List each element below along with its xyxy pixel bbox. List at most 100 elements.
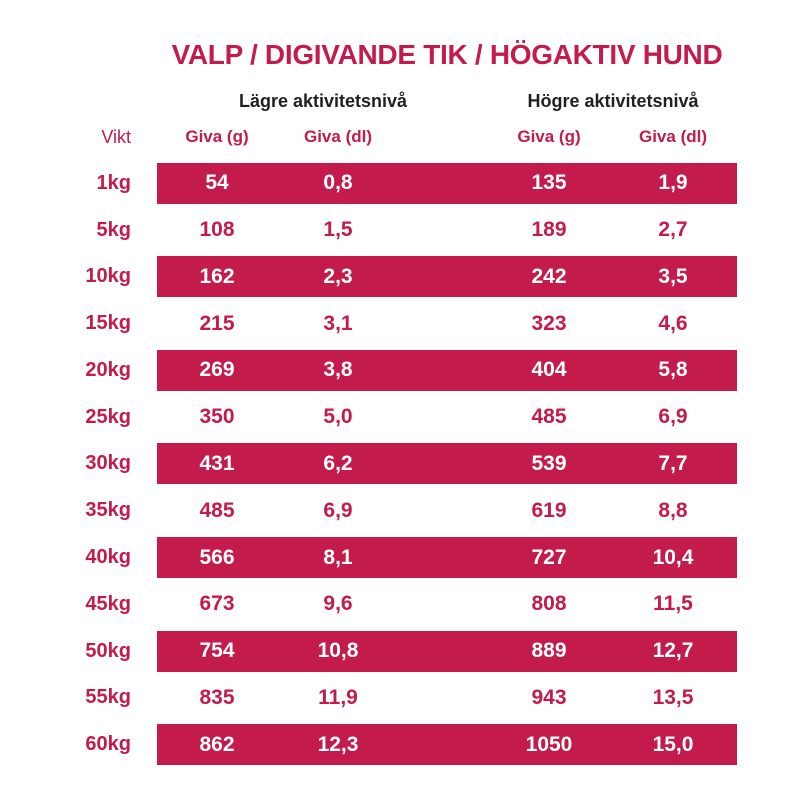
cell-giva-g-higher: 727 (489, 537, 609, 578)
row-weight-label: 45kg (85, 592, 131, 615)
cell-giva-g-lower: 673 (199, 592, 235, 616)
cell-giva-g-higher: 539 (489, 443, 609, 485)
row-weight-label: 25kg (85, 405, 131, 428)
cell-giva-dl-higher: 12,7 (609, 630, 737, 672)
column-header-weight: Vikt (101, 127, 131, 147)
cell-giva-dl-higher: 10,4 (609, 537, 737, 578)
cell-giva-dl-higher: 13,5 (652, 685, 694, 709)
cell-giva-g-lower: 835 (199, 685, 235, 709)
cell-giva-dl-lower: 6,9 (323, 498, 353, 522)
row-weight-label: 1kg (96, 171, 131, 194)
cell-giva-g-higher: 189 (531, 218, 567, 242)
table-row: 10kg 162 2,3 242 3,5 (0, 254, 737, 301)
cell-spacer (399, 349, 489, 391)
cell-spacer (399, 397, 489, 438)
row-weight-label: 40kg (85, 546, 131, 568)
cell-giva-dl-lower: 8,1 (277, 537, 399, 578)
cell-giva-g-lower: 754 (157, 630, 277, 672)
column-header-giva-g-higher: Giva (g) (517, 127, 581, 146)
cell-giva-dl-lower: 11,9 (318, 685, 358, 709)
cell-spacer (399, 162, 489, 204)
cell-giva-dl-lower: 10,8 (277, 630, 399, 672)
cell-giva-g-higher: 323 (531, 311, 567, 335)
group-header-lower-activity: Lägre aktivitetsnivå (238, 91, 408, 111)
table-row: 45kg 673 9,6 808 11,5 (0, 581, 737, 628)
cell-spacer (399, 490, 489, 531)
table-row: 35kg 485 6,9 619 8,8 (0, 487, 737, 534)
cell-giva-dl-lower: 9,6 (323, 592, 353, 616)
table-row: 55kg 835 11,9 943 13,5 (0, 674, 737, 721)
cell-giva-dl-higher: 2,7 (658, 218, 688, 242)
row-weight-label: 20kg (85, 358, 131, 381)
cell-giva-dl-higher: 8,8 (658, 498, 688, 522)
row-weight-label: 15kg (85, 312, 131, 335)
cell-spacer (399, 210, 489, 251)
row-weight-label: 35kg (85, 499, 131, 522)
cell-giva-dl-higher: 1,9 (609, 162, 737, 204)
cell-giva-dl-lower: 0,8 (277, 162, 399, 204)
cell-giva-g-lower: 431 (157, 443, 277, 485)
cell-spacer (399, 537, 489, 578)
table-row: 20kg 269 3,8 404 5,8 (0, 347, 737, 394)
cell-spacer (399, 303, 489, 344)
page-title: VALP / DIGIVANDE TIK / HÖGAKTIV HUND (171, 39, 723, 70)
cell-giva-dl-higher: 4,6 (658, 311, 688, 335)
cell-spacer (399, 584, 489, 625)
column-header-giva-dl-lower: Giva (dl) (303, 127, 372, 146)
cell-giva-dl-lower: 1,5 (323, 218, 353, 242)
row-weight-label: 55kg (85, 686, 131, 709)
cell-giva-g-lower: 54 (157, 162, 277, 204)
cell-giva-g-higher: 135 (489, 162, 609, 204)
cell-giva-dl-higher: 3,5 (609, 256, 737, 298)
cell-giva-g-lower: 215 (199, 311, 235, 335)
cell-giva-dl-higher: 6,9 (658, 405, 688, 429)
cell-spacer (399, 630, 489, 672)
row-weight-label: 60kg (85, 733, 131, 756)
table-row: 25kg 350 5,0 485 6,9 (0, 394, 737, 441)
cell-giva-dl-lower: 6,2 (277, 443, 399, 485)
cell-giva-g-higher: 889 (489, 630, 609, 672)
table-row: 15kg 215 3,1 323 4,6 (0, 300, 737, 347)
row-weight-label: 10kg (85, 265, 131, 288)
column-header-giva-dl-higher: Giva (dl) (638, 127, 707, 146)
cell-giva-g-lower: 566 (157, 537, 277, 578)
cell-giva-g-lower: 162 (157, 256, 277, 298)
cell-spacer (399, 443, 489, 485)
column-header-row: Vikt Giva (g) Giva (dl) Giva (g) Giva (d… (0, 124, 737, 150)
cell-giva-g-higher: 242 (489, 256, 609, 298)
cell-giva-dl-higher: 7,7 (609, 443, 737, 485)
cell-giva-dl-higher: 11,5 (653, 592, 693, 616)
cell-giva-dl-lower: 12,3 (277, 724, 399, 766)
cell-giva-dl-lower: 5,0 (323, 405, 353, 429)
row-weight-label: 30kg (85, 452, 131, 475)
cell-giva-g-higher: 1050 (489, 724, 609, 766)
table-rows: 1kg 54 0,8 135 1,9 5kg 108 1,5 189 2,7 1… (0, 160, 737, 768)
cell-giva-dl-lower: 2,3 (277, 256, 399, 298)
cell-giva-dl-higher: 15,0 (609, 724, 737, 766)
table-row: 40kg 566 8,1 727 10,4 (0, 534, 737, 581)
cell-giva-g-higher: 619 (531, 498, 567, 522)
cell-spacer (399, 724, 489, 766)
cell-giva-g-lower: 108 (199, 218, 235, 242)
group-header-higher-activity: Högre aktivitetsnivå (527, 91, 699, 111)
cell-giva-dl-higher: 5,8 (609, 349, 737, 391)
group-header-spacer (0, 88, 157, 114)
table-row: 1kg 54 0,8 135 1,9 (0, 160, 737, 207)
cell-giva-g-lower: 350 (199, 405, 235, 429)
cell-giva-dl-lower: 3,8 (277, 349, 399, 391)
activity-group-header-row: Lägre aktivitetsnivå Högre aktivitetsniv… (0, 88, 737, 114)
table-row: 60kg 862 12,3 1050 15,0 (0, 721, 737, 768)
table-row: 5kg 108 1,5 189 2,7 (0, 207, 737, 254)
cell-giva-dl-lower: 3,1 (323, 311, 353, 335)
column-header-giva-g-lower: Giva (g) (185, 127, 249, 146)
cell-giva-g-lower: 862 (157, 724, 277, 766)
row-weight-label: 50kg (85, 639, 131, 662)
cell-giva-g-higher: 808 (531, 592, 567, 616)
table-row: 50kg 754 10,8 889 12,7 (0, 628, 737, 675)
cell-giva-g-lower: 269 (157, 349, 277, 391)
cell-spacer (399, 256, 489, 298)
row-weight-label: 5kg (96, 218, 131, 241)
cell-spacer (399, 677, 489, 718)
cell-giva-g-higher: 485 (531, 405, 567, 429)
column-header-spacer (399, 124, 489, 150)
